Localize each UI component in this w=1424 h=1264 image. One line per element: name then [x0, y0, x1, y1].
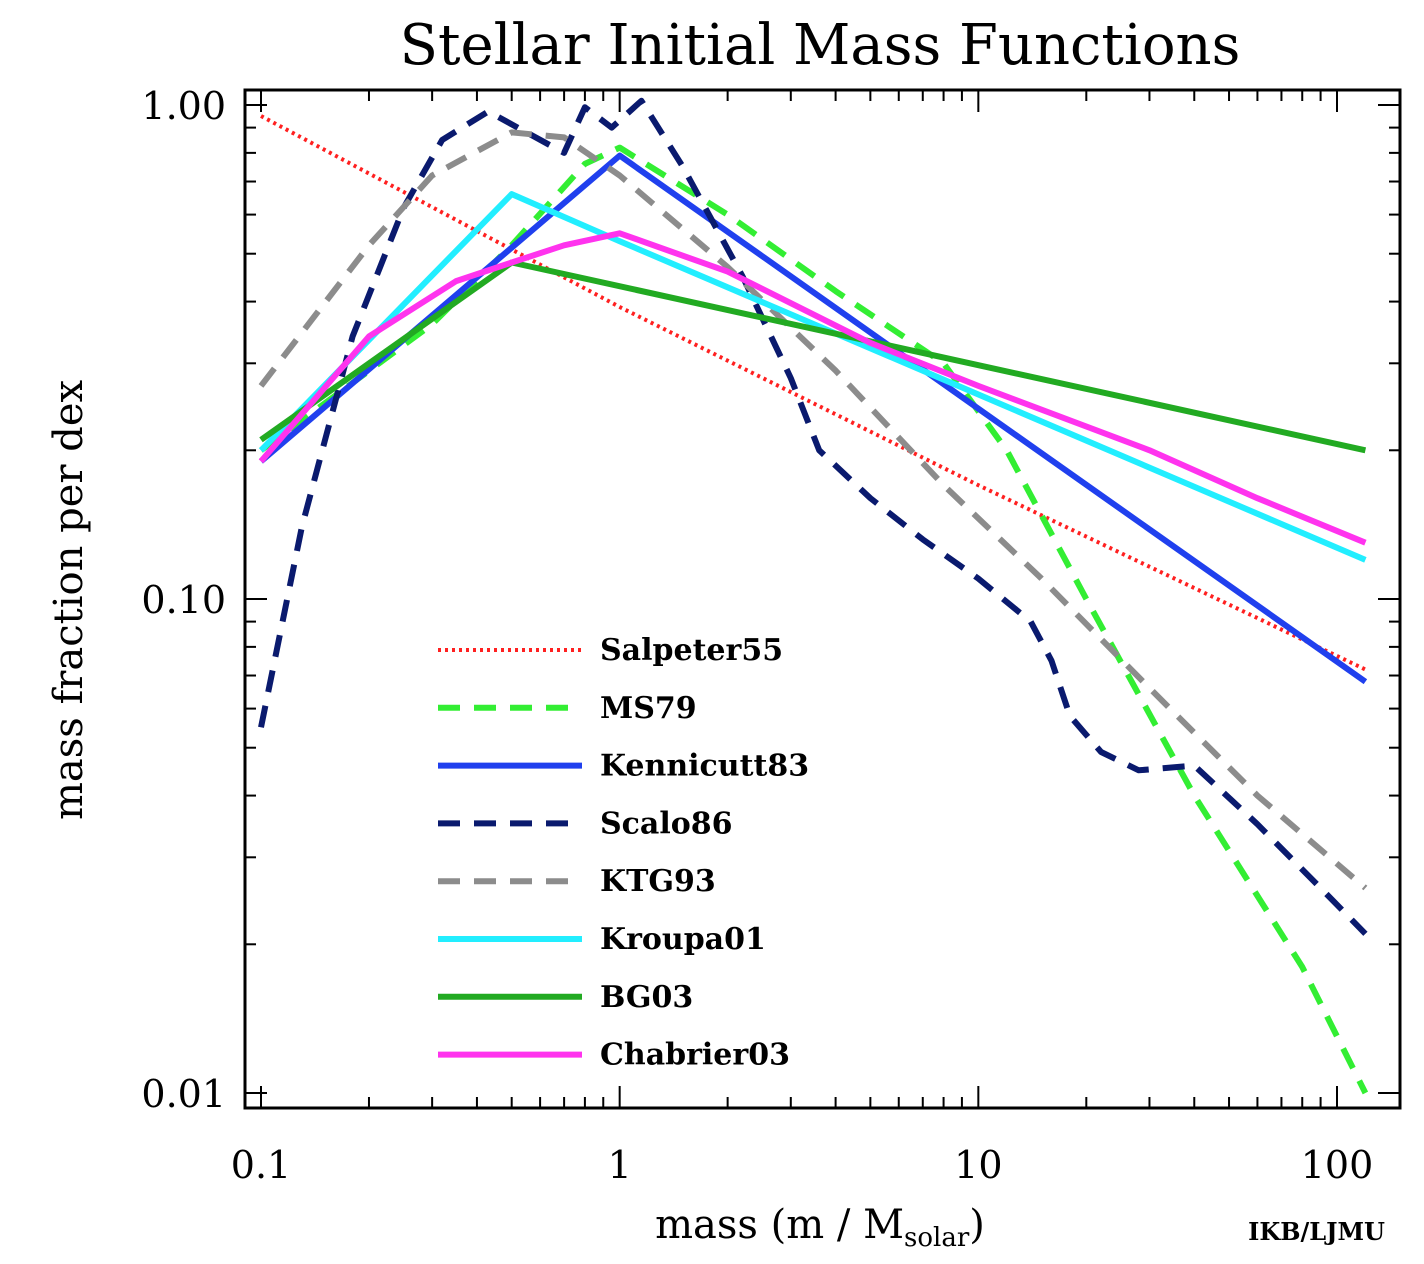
legend-label-ms79: MS79 [600, 691, 697, 726]
series-line-kroupa01 [258, 191, 1367, 563]
legend-label-salpeter55: Salpeter55 [600, 633, 783, 668]
series-lines [258, 97, 1369, 1095]
credit-label: IKB/LJMU [1248, 1217, 1385, 1246]
x-axis-label-sub: solar [904, 1223, 970, 1253]
series-line-scalo86 [258, 97, 1368, 936]
x-axis-label-main: mass (m / M [655, 1202, 904, 1248]
axis-ticks [245, 90, 1400, 1108]
series-line-chabrier03 [258, 230, 1367, 546]
y-axis-label: mass fraction per dex [46, 380, 92, 821]
legend-label-chabrier03: Chabrier03 [600, 1038, 790, 1073]
tick-labels: 0.1 1 10 100 0.01 0.10 1.00 [141, 84, 1373, 1187]
series-line-ktg93 [258, 129, 1368, 891]
plot-frame [243, 88, 1402, 1110]
legend-label-scalo86: Scalo86 [600, 806, 733, 841]
series-line-kennicutt83 [259, 152, 1368, 685]
y-tick-label: 0.10 [141, 578, 226, 622]
legend-label-ktg93: KTG93 [600, 864, 716, 899]
x-axis-label: mass (m / Msolar) [655, 1202, 985, 1253]
legend-label-kennicutt83: Kennicutt83 [600, 749, 809, 784]
x-axis-label-end: ) [969, 1202, 985, 1248]
x-tick-label: 100 [1301, 1143, 1374, 1187]
y-tick-label: 0.01 [141, 1072, 226, 1116]
x-tick-label: 1 [608, 1143, 632, 1187]
y-tick-label: 1.00 [141, 84, 226, 128]
chart-title: Stellar Initial Mass Functions [400, 13, 1241, 78]
plot-area [243, 88, 1402, 1110]
legend-label-bg03: BG03 [600, 980, 693, 1015]
legend: Salpeter55 MS79 Kennicutt83 Scalo86 KTG93 Kro… [438, 633, 809, 1073]
x-tick-label: 10 [954, 1143, 1002, 1187]
legend-label-kroupa01: Kroupa01 [600, 922, 766, 957]
series-line-salpeter55 [260, 114, 1367, 672]
x-tick-label: 0.1 [231, 1143, 291, 1187]
